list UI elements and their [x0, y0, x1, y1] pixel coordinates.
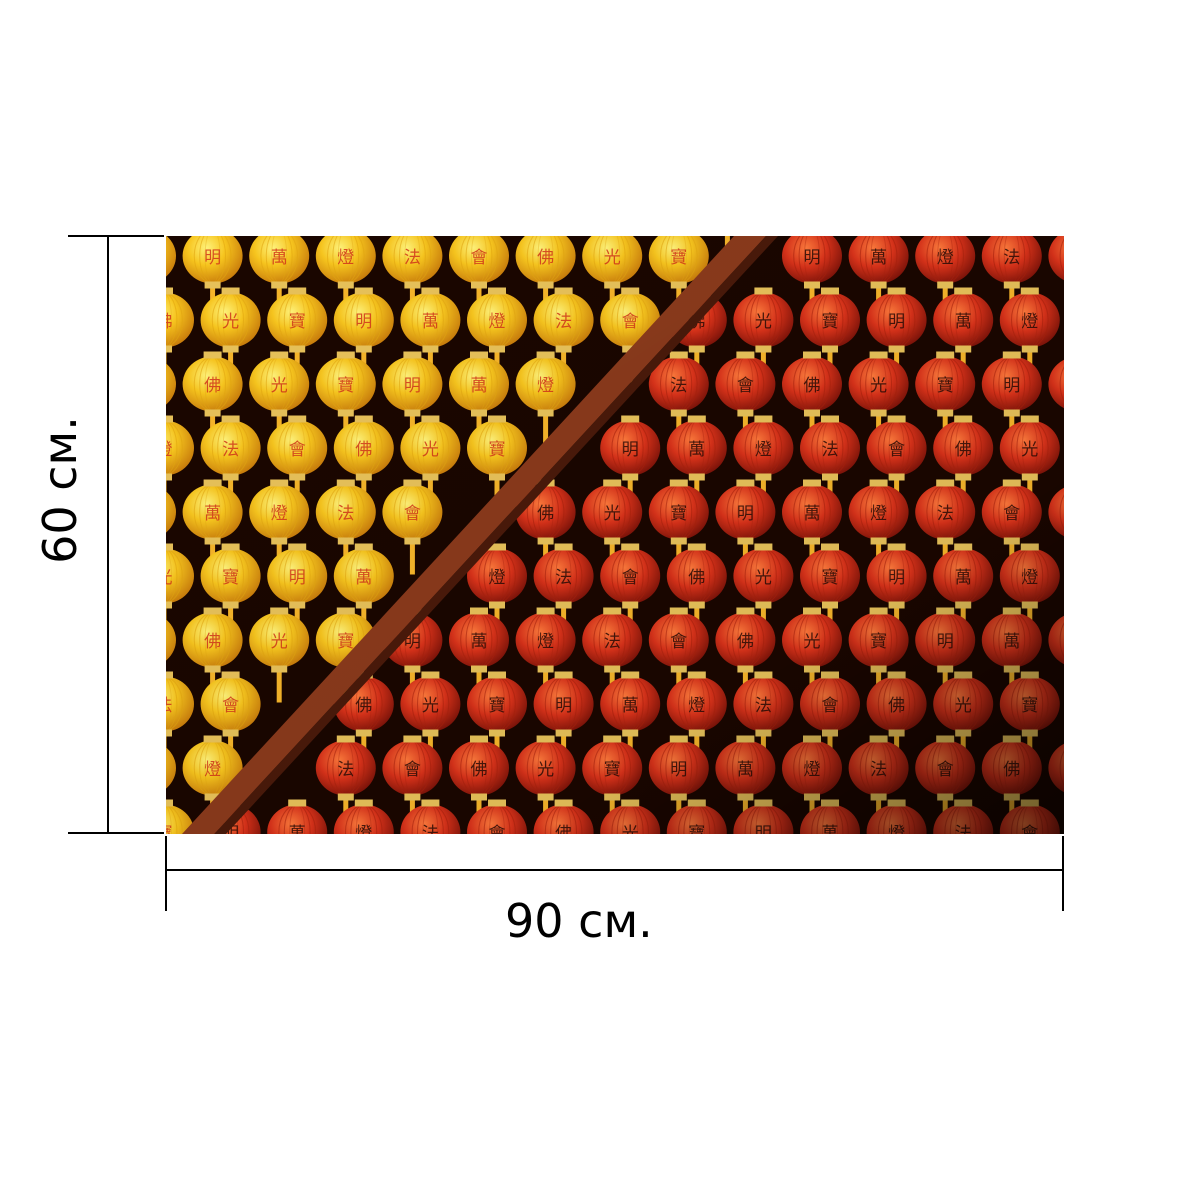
- width-right-tick: [1062, 836, 1064, 911]
- lantern-photo: 法會佛光明萬燈法會佛光寶明萬燈法法會佛光寶明萬明萬燈法會佛光寶佛光寶明萬燈法會佛…: [166, 236, 1064, 834]
- width-left-tick: [165, 836, 167, 911]
- height-top-tick: [68, 235, 164, 237]
- height-bottom-tick: [68, 832, 164, 834]
- photo-vignette: [166, 236, 1064, 834]
- width-label: 90 см.: [505, 894, 653, 948]
- height-label: 60 см.: [33, 416, 87, 564]
- width-dimension-line: [166, 869, 1064, 871]
- height-dimension-line: [107, 236, 109, 834]
- lantern-photo-art: 法會佛光明萬燈法會佛光寶明萬燈法法會佛光寶明萬明萬燈法會佛光寶佛光寶明萬燈法會佛…: [166, 236, 1064, 834]
